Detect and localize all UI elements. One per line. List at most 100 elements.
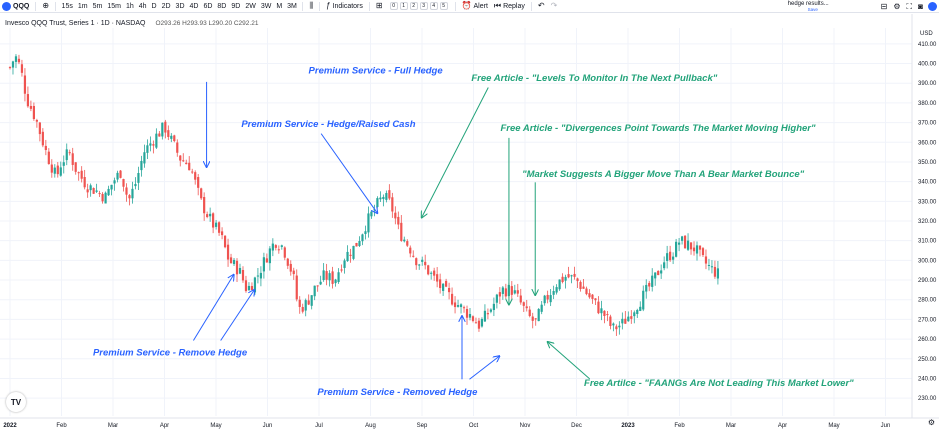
legend-title[interactable]: Invesco QQQ Trust, Series 1 · 1D · NASDA… [5, 20, 146, 27]
undo-icon[interactable]: ↶ [537, 1, 545, 10]
interval-3d[interactable]: 3D [175, 2, 185, 10]
y-tick-label: 360.00 [918, 140, 937, 146]
chart-settings-gear-icon[interactable]: ⚙ [927, 418, 935, 427]
layout-number-0[interactable]: 0 [389, 2, 398, 10]
candle-body [62, 162, 65, 166]
annotation-text[interactable]: Premium Service - Removed Hedge [317, 387, 478, 398]
candle-body [155, 133, 158, 148]
candle-body [534, 318, 537, 320]
candle-body [579, 281, 582, 289]
y-tick-label: 310.00 [918, 239, 937, 245]
candle-body [226, 244, 230, 260]
interval-1m[interactable]: 1m [77, 2, 88, 10]
annotation-arrow[interactable] [547, 342, 591, 380]
candle-body [80, 170, 83, 179]
symbol-logo-icon [2, 1, 11, 11]
tradingview-logo[interactable]: TV [6, 392, 26, 412]
candle-body [403, 239, 406, 242]
layout-number-4[interactable]: 4 [429, 2, 438, 10]
settings-gear-icon[interactable]: ⚙ [893, 1, 901, 11]
candle-body [271, 243, 274, 251]
candle-body [343, 260, 346, 268]
interval-m[interactable]: M [276, 2, 283, 10]
interval-4h[interactable]: 4h [138, 2, 147, 10]
candle-body [122, 179, 125, 187]
x-tick-label: Sep [417, 423, 428, 429]
candle-body [379, 197, 382, 200]
interval-3w[interactable]: 3W [260, 2, 272, 10]
candle-body [101, 193, 104, 202]
interval-3m[interactable]: 3M [287, 2, 297, 10]
candle-body [412, 255, 415, 257]
interval-4d[interactable]: 4D [189, 2, 199, 10]
user-avatar[interactable] [928, 2, 937, 11]
grid-layout-icon[interactable]: ⊟ [880, 1, 888, 11]
x-tick-label: Nov [520, 423, 531, 429]
interval-d[interactable]: D [151, 2, 157, 10]
y-tick-label: 370.00 [918, 121, 937, 127]
layout-number-3[interactable]: 3 [419, 2, 428, 10]
fullscreen-icon[interactable]: ⛶ [906, 1, 913, 11]
indicators-button[interactable]: ƒ Indicators [323, 0, 366, 13]
annotation-text[interactable]: Free Article - "Levels To Monitor In The… [471, 73, 717, 84]
candle-body [44, 145, 47, 151]
annotation-text[interactable]: Premium Service - Hedge/Raised Cash [241, 119, 415, 130]
camera-icon[interactable]: ◙ [918, 1, 923, 11]
annotation-text[interactable]: Free Artilce - "FAANGs Are Not Leading T… [584, 378, 854, 389]
interval-1h[interactable]: 1h [125, 2, 134, 10]
candle-body [713, 266, 717, 277]
candle-body [418, 264, 421, 266]
candle-body [173, 135, 176, 142]
annotation-text[interactable]: "Market Suggests A Bigger Move Than A Be… [522, 169, 805, 180]
compare-add-icon[interactable]: ⊕ [42, 1, 50, 10]
annotation-text[interactable]: Premium Service - Remove Hedge [93, 348, 248, 359]
candle-body [301, 306, 304, 312]
candle-body [277, 249, 280, 251]
annotation-arrow[interactable] [220, 290, 255, 341]
redo-icon[interactable]: ↷ [550, 1, 558, 10]
candles-chart-type-icon[interactable]: ⫼ [309, 1, 314, 10]
candle-body [645, 284, 648, 292]
candle-body [220, 231, 224, 236]
symbol-search-button[interactable]: QQQ [0, 0, 32, 13]
annotation-arrow[interactable] [469, 356, 500, 380]
replay-button[interactable]: ⏮ Replay [491, 0, 528, 13]
interval-2w[interactable]: 2W [245, 2, 256, 10]
interval-15m[interactable]: 15m [107, 2, 121, 10]
x-tick-label: May [210, 423, 221, 429]
layout-number-1[interactable]: 1 [399, 2, 408, 10]
candle-body [340, 269, 343, 271]
interval-9d[interactable]: 9D [231, 2, 241, 10]
layout-number-2[interactable]: 2 [409, 2, 418, 10]
candle-body [304, 300, 307, 311]
alert-button[interactable]: ⏰ Alert [459, 0, 491, 13]
candle-body [209, 213, 212, 217]
candle-body [197, 177, 200, 188]
candle-body [152, 144, 155, 146]
interval-5m[interactable]: 5m [92, 2, 103, 10]
candle-body [445, 280, 448, 287]
candle-body [137, 173, 140, 183]
candle-body [692, 247, 696, 252]
layout-number-5[interactable]: 5 [439, 2, 448, 10]
y-tick-label: 250.00 [918, 357, 937, 363]
candle-body [695, 245, 699, 254]
candle-body [582, 286, 585, 289]
y-tick-label: 330.00 [918, 199, 937, 205]
layout-name-button[interactable]: hedge results... Save [788, 1, 868, 13]
candle-body [433, 270, 436, 276]
annotation-arrow[interactable] [193, 275, 233, 341]
candle-body [689, 242, 693, 250]
interval-15s[interactable]: 15s [61, 2, 73, 10]
annotation-arrow[interactable] [320, 133, 377, 214]
candle-body [319, 281, 322, 285]
annotation-text[interactable]: Free Article - "Divergences Point Toward… [500, 123, 816, 134]
candle-body [385, 193, 388, 200]
interval-8d[interactable]: 8D [217, 2, 227, 10]
annotation-text[interactable]: Premium Service - Full Hedge [309, 65, 444, 76]
price-chart[interactable]: USD 230.00 240.00 250.00 260.00 270.00 280.00 2… [0, 14, 939, 431]
annotation-arrow[interactable] [422, 87, 489, 217]
interval-2d[interactable]: 2D [161, 2, 171, 10]
interval-6d[interactable]: 6D [203, 2, 213, 10]
templates-icon[interactable]: ⊞ [375, 1, 383, 10]
